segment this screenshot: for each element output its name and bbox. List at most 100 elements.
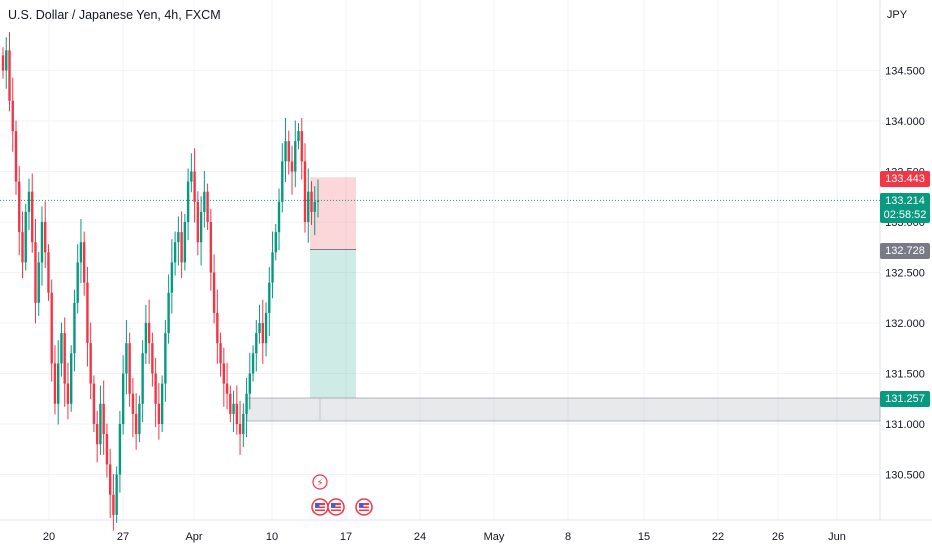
support-zone[interactable]	[246, 397, 881, 422]
candle-body	[232, 403, 235, 414]
candle-body	[57, 363, 60, 404]
candle-body	[79, 242, 83, 263]
candle-body	[229, 393, 232, 414]
x-tick-label: 26	[772, 531, 784, 543]
chart-title: U.S. Dollar / Japanese Yen, 4h, FXCM	[6, 7, 223, 23]
candle-body	[264, 312, 268, 344]
candle-body	[89, 343, 92, 384]
position-reward-zone[interactable]	[310, 249, 356, 399]
candle-body	[151, 343, 154, 374]
candle-body	[303, 161, 307, 222]
candle-body	[40, 222, 44, 263]
candle-body	[92, 383, 96, 424]
candle-body	[125, 343, 128, 374]
flag-stripe-white	[315, 508, 325, 510]
candle-body	[193, 171, 196, 202]
flag-stripe-white	[331, 505, 341, 507]
x-tick-label: 17	[340, 531, 352, 543]
candle-body	[37, 262, 40, 303]
candle-body	[190, 171, 193, 182]
candle-body	[242, 413, 245, 435]
x-tick-label: Apr	[185, 531, 202, 543]
candle-body	[245, 393, 248, 414]
y-tick-label: 131.000	[885, 419, 925, 431]
current-price-tag: 133.214 02:58:52	[880, 193, 930, 223]
candle-body	[160, 383, 164, 424]
candle-body	[258, 323, 261, 334]
candle-body	[121, 373, 125, 424]
candle-body	[99, 403, 102, 445]
y-tick-label: 132.500	[885, 268, 925, 280]
candle-body	[261, 323, 264, 344]
y-tick-label: 132.000	[885, 318, 925, 330]
candle-body	[108, 464, 112, 495]
x-tick-label: 15	[638, 531, 650, 543]
countdown-timer: 02:58:52	[883, 209, 927, 221]
candle-body	[105, 434, 109, 465]
target-price-tag: 131.257	[880, 391, 930, 407]
y-tick-label: 131.500	[885, 369, 925, 381]
candle-body	[294, 141, 297, 172]
candle-body	[173, 242, 177, 263]
y-tick-label: 134.500	[885, 66, 925, 78]
flag-stripes	[359, 503, 369, 511]
candle-body	[284, 141, 287, 162]
candle-body	[271, 252, 274, 283]
x-tick-label: 8	[565, 531, 571, 543]
candle-body	[63, 333, 66, 384]
y-tick-label: 134.000	[885, 116, 925, 128]
candle-body	[255, 333, 258, 354]
flag-stripe-white	[315, 505, 325, 507]
candle-body	[144, 323, 148, 354]
flag-canton	[315, 503, 320, 507]
candle-body	[115, 474, 118, 515]
candle-body	[27, 191, 31, 212]
candle-body	[66, 383, 70, 404]
candle-body	[164, 333, 167, 384]
x-tick-label: 20	[43, 531, 55, 543]
candle-body	[310, 191, 313, 212]
candle-body	[212, 272, 216, 313]
flag-stripe-white	[331, 508, 341, 510]
candle-body	[307, 191, 310, 222]
candle-body	[180, 232, 183, 263]
candle-body	[222, 363, 226, 384]
candle-body	[290, 161, 294, 172]
x-tick-label: 27	[117, 531, 129, 543]
candle-body	[235, 403, 239, 424]
candle-body	[95, 424, 99, 445]
candle-body	[147, 323, 151, 344]
candle-body	[102, 403, 105, 435]
flag-stripes	[331, 503, 341, 511]
candle-body	[157, 403, 161, 424]
x-tick-label: 22	[712, 531, 724, 543]
candle-body	[34, 242, 37, 303]
candle-body	[118, 424, 122, 475]
position-risk-zone[interactable]	[310, 177, 356, 250]
candle-body	[268, 282, 271, 313]
candle-body	[238, 424, 242, 435]
candle-body	[154, 373, 157, 404]
candle-body	[225, 383, 229, 394]
y-tick-label: 130.500	[885, 470, 925, 482]
lightning-glyph: ⚡	[316, 478, 323, 489]
candle-body	[1, 55, 5, 71]
candle-body	[170, 262, 174, 293]
candle-body	[76, 262, 79, 303]
x-tick-label: May	[484, 531, 505, 543]
candle-body	[50, 292, 53, 364]
candle-body	[138, 403, 141, 435]
candle-body	[206, 191, 209, 222]
candle-body	[44, 222, 47, 253]
flag-canton	[331, 503, 336, 507]
candle-body	[274, 232, 277, 253]
candle-body	[82, 242, 86, 283]
flag-stripe-white	[359, 508, 369, 510]
candle-body	[316, 200, 320, 202]
candle-body	[203, 191, 206, 212]
lightning-icon[interactable]	[312, 474, 328, 490]
candle-body	[141, 353, 144, 404]
candle-body	[196, 201, 200, 243]
